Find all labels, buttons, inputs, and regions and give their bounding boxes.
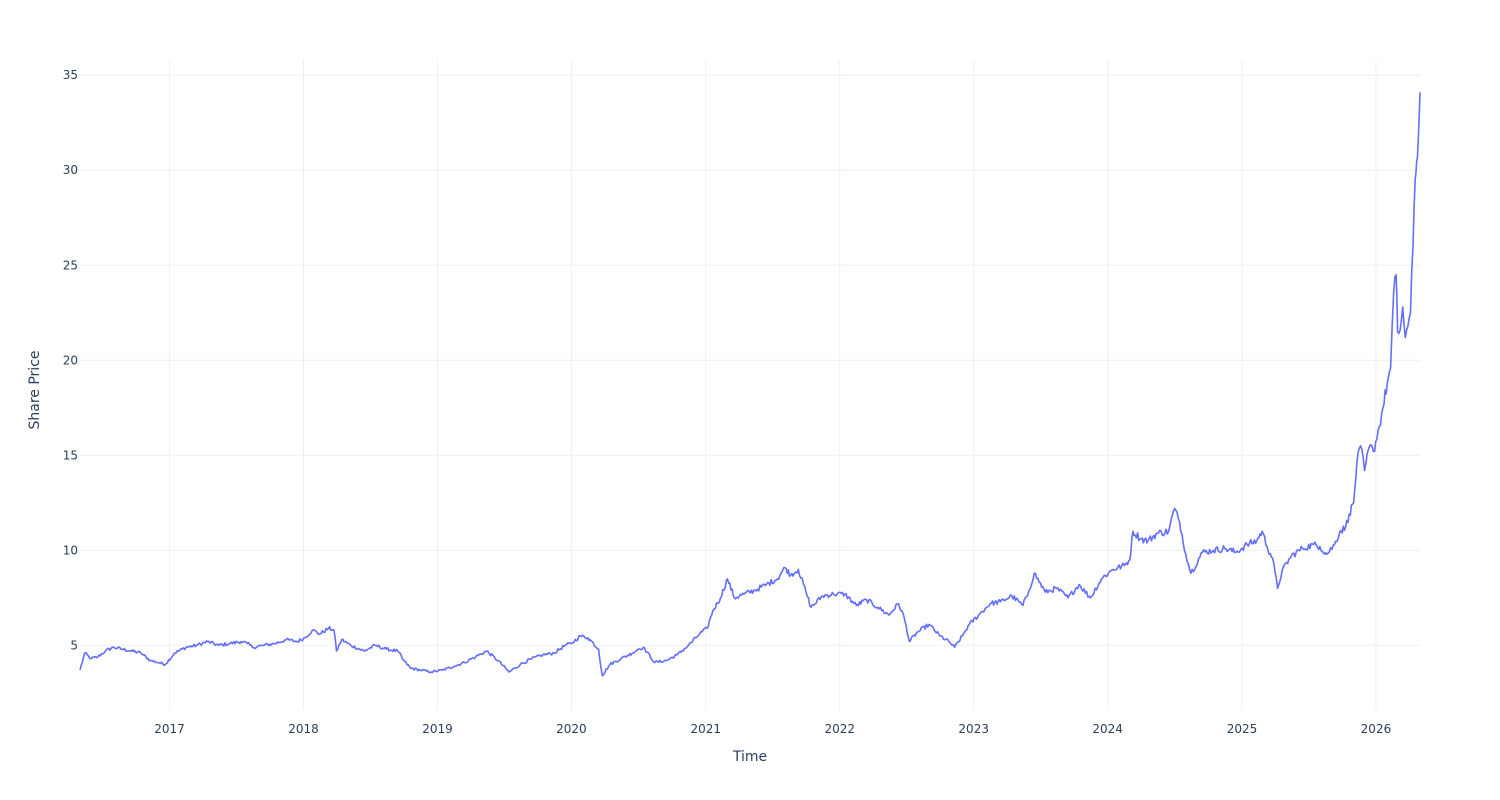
y-tick-label: 25	[63, 258, 78, 272]
y-tick-label: 10	[63, 543, 78, 557]
x-gridlines	[169, 60, 1377, 710]
share-price-line	[79, 92, 1421, 677]
x-tick-label: 2022	[824, 722, 855, 736]
x-tick-label: 2017	[154, 722, 185, 736]
x-tick-label: 2021	[691, 722, 722, 736]
y-tick-labels: 5 10 15 20 25 30 35	[63, 68, 78, 652]
x-tick-label: 2020	[556, 722, 587, 736]
y-gridlines	[80, 74, 1420, 646]
x-tick-label: 2024	[1092, 722, 1123, 736]
x-tick-label: 2023	[958, 722, 989, 736]
y-tick-label: 20	[63, 353, 78, 367]
y-tick-label: 15	[63, 448, 78, 462]
y-axis-title: Share Price	[27, 350, 43, 429]
y-tick-label: 35	[63, 68, 78, 82]
x-tick-label: 2018	[288, 722, 319, 736]
x-tick-labels: 2017 2018 2019 2020 2021 2022 2023 2024 2025 2026	[154, 722, 1391, 736]
y-tick-label: 30	[63, 163, 78, 177]
x-tick-label: 2025	[1227, 722, 1258, 736]
x-tick-label: 2019	[422, 722, 453, 736]
x-axis-title: Time	[732, 749, 767, 765]
y-tick-label: 5	[70, 638, 78, 652]
x-tick-label: 2026	[1361, 722, 1392, 736]
series-layer	[79, 92, 1421, 677]
